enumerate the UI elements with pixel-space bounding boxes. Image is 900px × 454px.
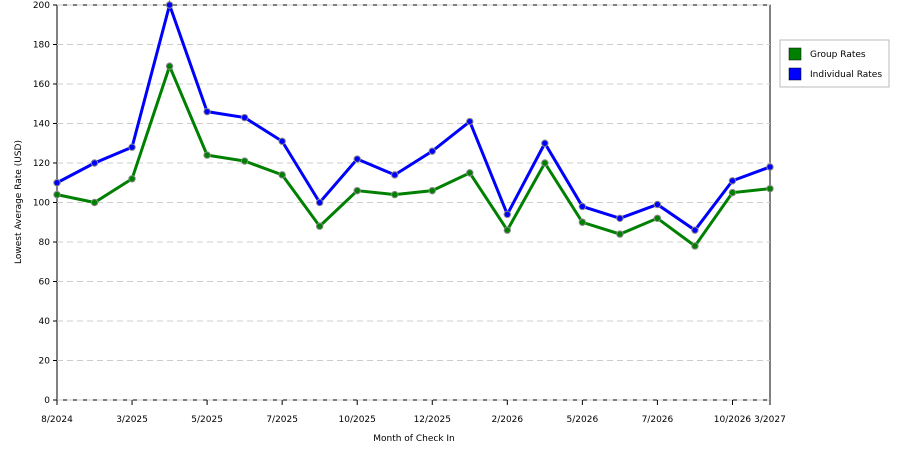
point <box>541 139 549 147</box>
y-tick-label: 160 <box>33 80 50 90</box>
point <box>240 157 249 165</box>
point <box>53 179 61 187</box>
series-line <box>56 0 771 233</box>
y-tick-label: 100 <box>33 199 50 209</box>
point <box>616 230 624 238</box>
point <box>766 163 774 171</box>
x-tick-label: 10/2026 <box>714 415 752 425</box>
legend-label: Individual Rates <box>810 70 882 80</box>
point <box>578 202 587 211</box>
x-tick-label: 2/2026 <box>491 415 523 425</box>
x-tick-label: 5/2025 <box>191 415 223 425</box>
point <box>315 222 324 230</box>
x-tick-label: 7/2026 <box>642 415 674 425</box>
y-tick-label: 80 <box>39 238 51 248</box>
point <box>728 188 737 197</box>
point <box>616 214 624 223</box>
point <box>653 214 662 223</box>
point <box>691 226 699 234</box>
y-tick-label: 0 <box>44 396 50 406</box>
point <box>203 107 211 116</box>
legend-swatch <box>788 67 802 81</box>
x-tick-label: 8/2024 <box>41 415 73 425</box>
legend-label: Group Rates <box>810 50 866 60</box>
point <box>315 198 324 207</box>
point <box>90 159 99 167</box>
point <box>428 147 436 155</box>
point <box>240 113 249 122</box>
x-tick-label: 3/2025 <box>116 415 148 425</box>
point <box>503 226 512 234</box>
point <box>278 137 286 145</box>
y-tick-label: 120 <box>33 159 50 169</box>
series-line <box>56 61 771 249</box>
point <box>728 177 737 185</box>
x-tick-label: 7/2025 <box>266 415 298 425</box>
point <box>503 210 512 219</box>
point <box>578 218 587 226</box>
point <box>203 151 211 159</box>
y-tick-label: 20 <box>39 357 51 367</box>
legend-swatch <box>788 47 802 61</box>
x-tick-label: 12/2025 <box>414 415 451 425</box>
point <box>391 190 399 199</box>
point <box>128 175 136 183</box>
x-axis-label: Month of Check In <box>373 434 455 444</box>
y-tick-label: 200 <box>33 1 50 11</box>
plot-area <box>56 4 771 401</box>
point <box>353 155 361 163</box>
y-tick-label: 180 <box>33 41 50 51</box>
point <box>466 169 474 177</box>
point <box>391 171 399 179</box>
point <box>466 117 474 126</box>
x-tick-label: 3/2027 <box>754 415 786 425</box>
point <box>541 159 549 167</box>
x-tick-label: 5/2026 <box>567 415 599 425</box>
point <box>653 200 662 209</box>
point <box>691 242 699 250</box>
point <box>428 186 436 195</box>
y-tick-label: 60 <box>39 278 51 288</box>
point <box>278 171 286 179</box>
point <box>53 190 61 199</box>
point <box>165 62 174 70</box>
point <box>90 198 99 207</box>
point <box>165 1 174 9</box>
x-tick-label: 10/2025 <box>339 415 376 425</box>
point <box>128 143 136 151</box>
point <box>353 186 361 195</box>
point <box>766 184 774 193</box>
y-axis-label: Lowest Average Rate (USD) <box>14 140 24 264</box>
y-tick-label: 40 <box>39 317 51 327</box>
y-tick-label: 140 <box>33 120 50 130</box>
